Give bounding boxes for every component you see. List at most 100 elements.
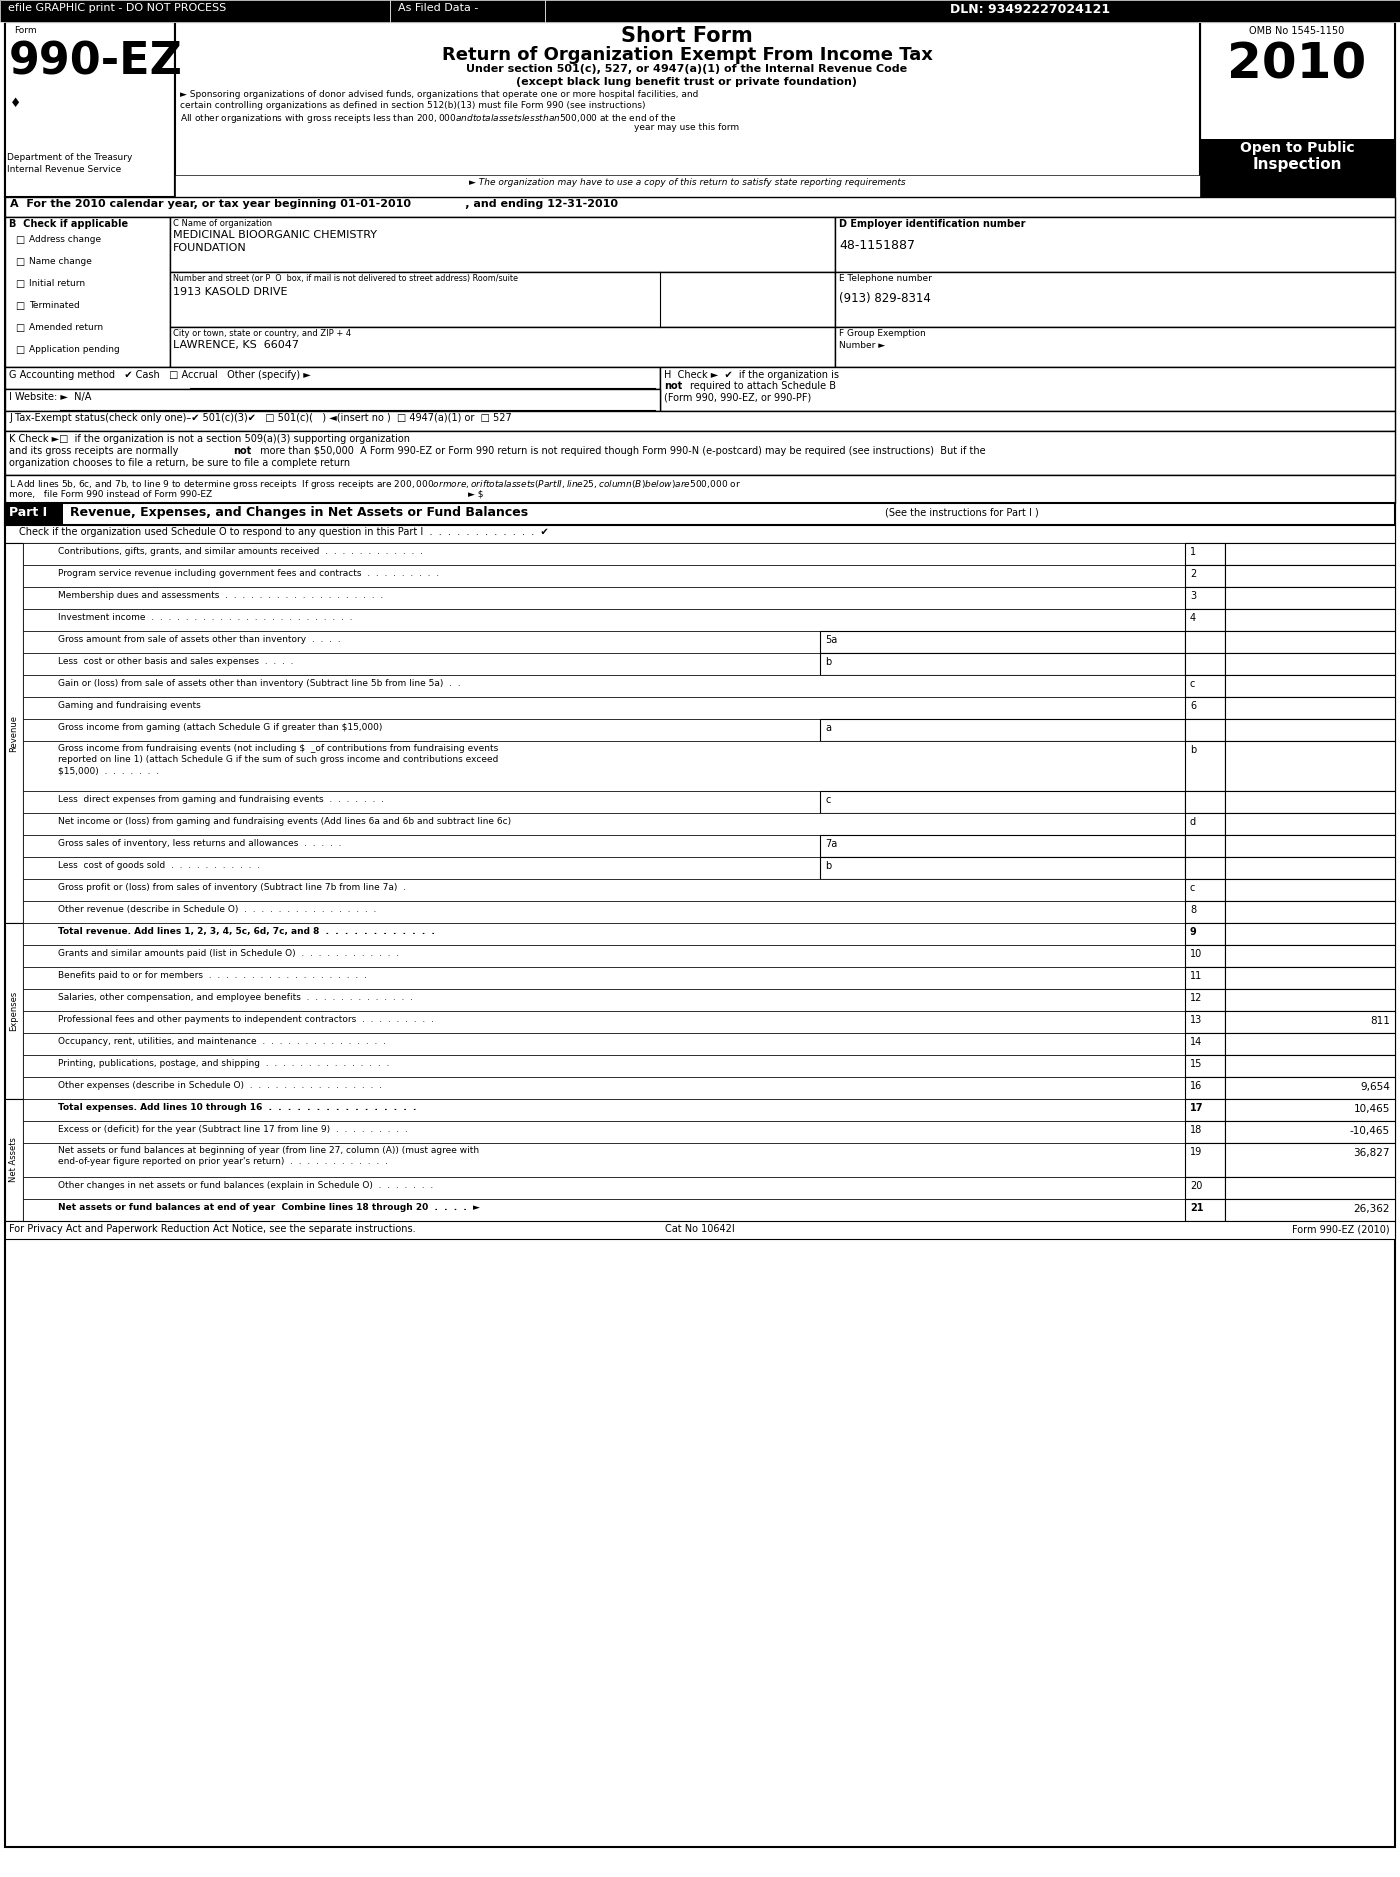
Text: □: □ [15,345,24,355]
Bar [22,741,1184,790]
Text: Cat No 10642I: Cat No 10642I [665,1224,735,1233]
Bar [1225,565,1394,588]
Text: □: □ [15,300,24,312]
Text: ♦: ♦ [10,98,21,111]
Bar [1225,790,1394,813]
Bar [6,475,1394,503]
Bar [820,835,1184,858]
Bar [6,1100,22,1222]
Text: Initial return: Initial return [29,280,85,287]
Text: For Privacy Act and Paperwork Reduction Act Notice, see the separate instruction: For Privacy Act and Paperwork Reduction … [8,1224,416,1233]
Text: OMB No 1545-1150: OMB No 1545-1150 [1249,26,1344,36]
Bar [1225,944,1394,967]
Bar [1184,944,1225,967]
Text: Total expenses. Add lines 10 through 16  .  .  .  .  .  .  .  .  .  .  .  .  .  : Total expenses. Add lines 10 through 16 … [57,1104,416,1111]
Text: Under section 501(c), 527, or 4947(a)(1) of the Internal Revenue Code: Under section 501(c), 527, or 4947(a)(1)… [466,64,907,73]
Text: $15,000)  .  .  .  .  .  .  .: $15,000) . . . . . . . [57,766,160,775]
Bar [1225,588,1394,608]
Bar [1225,719,1394,741]
Bar [545,0,1400,23]
Bar [22,542,1184,565]
Bar [22,1077,1184,1100]
Bar [1184,631,1225,653]
Text: Check if the organization used Schedule O to respond to any question in this Par: Check if the organization used Schedule … [20,527,549,537]
Text: Gross income from gaming (attach Schedule G if greater than $15,000): Gross income from gaming (attach Schedul… [57,723,382,732]
Text: b: b [1190,745,1196,755]
Bar [1225,1100,1394,1121]
Text: □: □ [15,323,24,332]
Bar [175,23,1200,197]
Text: Program service revenue including government fees and contracts  .  .  .  .  .  : Program service revenue including govern… [57,569,440,578]
Text: Part I: Part I [8,507,48,520]
Bar [22,923,1184,944]
Text: ► Sponsoring organizations of donor advised funds, organizations that operate on: ► Sponsoring organizations of donor advi… [181,90,699,99]
Text: D Employer identification number: D Employer identification number [839,220,1025,229]
Text: Benefits paid to or for members  .  .  .  .  .  .  .  .  .  .  .  .  .  .  .  . : Benefits paid to or for members . . . . … [57,970,367,980]
Text: 19: 19 [1190,1147,1203,1156]
Bar [6,1222,1394,1239]
Bar [1225,901,1394,923]
Text: 15: 15 [1190,1059,1203,1070]
Text: Occupancy, rent, utilities, and maintenance  .  .  .  .  .  .  .  .  .  .  .  . : Occupancy, rent, utilities, and maintena… [57,1036,386,1045]
Text: 5a: 5a [825,634,837,646]
Text: E Telephone number: E Telephone number [839,274,932,283]
Text: not: not [232,447,251,456]
Bar [1184,1032,1225,1055]
Text: 9: 9 [1190,927,1197,937]
Bar [22,1199,1184,1222]
Bar [1225,858,1394,878]
Bar [1184,542,1225,565]
Text: Professional fees and other payments to independent contractors  .  .  .  .  .  : Professional fees and other payments to … [57,1015,434,1025]
Bar [1225,1012,1394,1032]
Bar [22,631,1184,653]
Text: 1: 1 [1190,546,1196,557]
Text: Investment income  .  .  .  .  .  .  .  .  .  .  .  .  .  .  .  .  .  .  .  .  .: Investment income . . . . . . . . . . . … [57,614,353,621]
Bar [22,790,1184,813]
Bar [6,411,1394,432]
Text: 17: 17 [1190,1104,1204,1113]
Text: (except black lung benefit trust or private foundation): (except black lung benefit trust or priv… [517,77,857,86]
Bar [1184,989,1225,1012]
Bar [1184,858,1225,878]
Bar [22,696,1184,719]
Text: 8: 8 [1190,905,1196,914]
Bar [1225,741,1394,790]
Bar [1184,1055,1225,1077]
Bar [820,858,1184,878]
Bar [169,218,834,272]
Bar [1225,1077,1394,1100]
Bar [22,944,1184,967]
Bar [1184,967,1225,989]
Text: FOUNDATION: FOUNDATION [174,242,246,253]
Text: (See the instructions for Part I ): (See the instructions for Part I ) [885,507,1039,516]
Bar [391,0,545,23]
Text: 4: 4 [1190,614,1196,623]
Text: A  For the 2010 calendar year, or tax year beginning 01-01-2010              , a: A For the 2010 calendar year, or tax yea… [10,199,617,208]
Bar [1184,696,1225,719]
Text: K Check ►□  if the organization is not a section 509(a)(3) supporting organizati: K Check ►□ if the organization is not a … [8,434,410,445]
Bar [1225,542,1394,565]
Text: Total revenue. Add lines 1, 2, 3, 4, 5c, 6d, 7c, and 8  .  .  .  .  .  .  .  .  : Total revenue. Add lines 1, 2, 3, 4, 5c,… [57,927,435,937]
Bar [22,1100,1184,1121]
Bar [1184,608,1225,631]
Bar [1184,1100,1225,1121]
Text: Department of the Treasury: Department of the Treasury [7,154,133,161]
Bar [175,175,1200,197]
Bar [834,218,1394,272]
Bar [22,878,1184,901]
Bar [1184,1143,1225,1177]
Text: 990-EZ: 990-EZ [8,39,183,83]
Text: Membership dues and assessments  .  .  .  .  .  .  .  .  .  .  .  .  .  .  .  . : Membership dues and assessments . . . . … [57,591,384,601]
Bar [22,835,1184,858]
Bar [1184,676,1225,696]
Text: LAWRENCE, KS  66047: LAWRENCE, KS 66047 [174,340,300,349]
Bar [169,272,834,327]
Text: 12: 12 [1190,993,1203,1002]
Text: H  Check ►  ✔  if the organization is: H Check ► ✔ if the organization is [664,370,839,379]
Text: (Form 990, 990-EZ, or 990-PF): (Form 990, 990-EZ, or 990-PF) [664,392,811,402]
Text: reported on line 1) (attach Schedule G if the sum of such gross income and contr: reported on line 1) (attach Schedule G i… [57,755,498,764]
Text: Net income or (loss) from gaming and fundraising events (Add lines 6a and 6b and: Net income or (loss) from gaming and fun… [57,816,511,826]
Bar [1225,696,1394,719]
Text: Number and street (or P  O  box, if mail is not delivered to street address) Roo: Number and street (or P O box, if mail i… [174,274,518,283]
Bar [22,1032,1184,1055]
